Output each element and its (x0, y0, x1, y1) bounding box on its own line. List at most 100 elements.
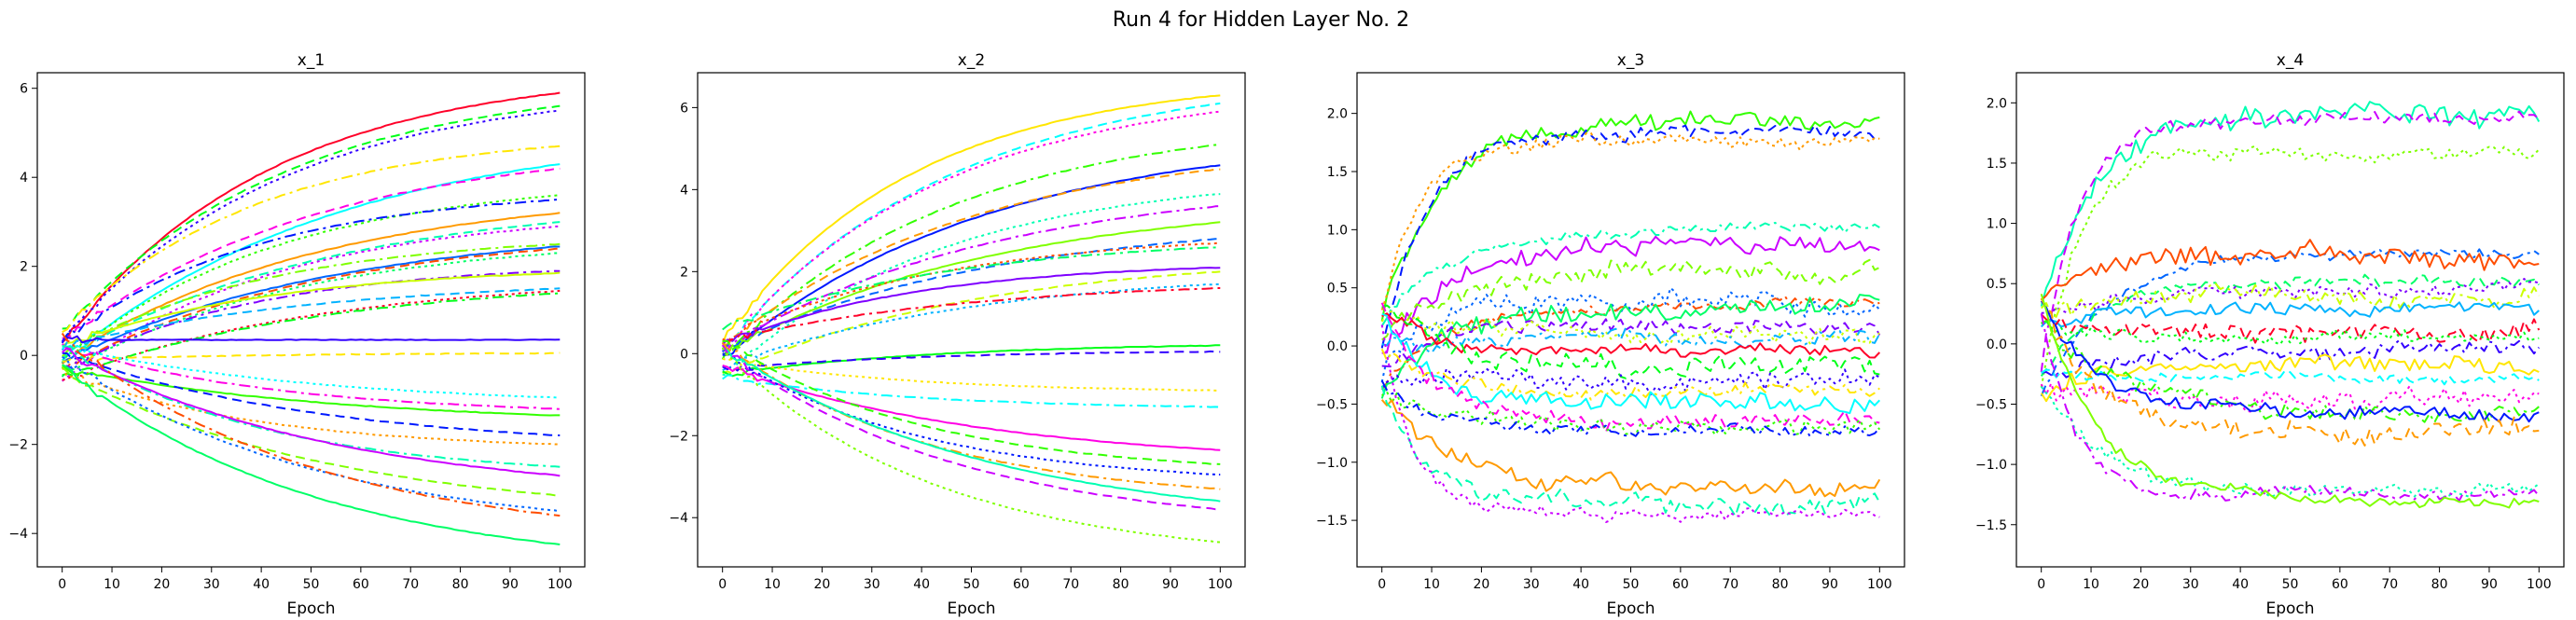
series-line-2 (2040, 110, 2540, 373)
series-line-26 (721, 344, 1221, 511)
series-line-8 (2040, 282, 2541, 318)
series-line-19 (722, 357, 1221, 392)
series-line-2 (1380, 124, 1880, 349)
series-line-12 (2041, 338, 2541, 379)
y-tick-label: 0.0 (1987, 338, 2007, 352)
x-tick-label: 70 (402, 577, 419, 592)
series-line-12 (61, 242, 561, 358)
series-line-24 (61, 343, 561, 410)
y-tick-label: 4 (680, 183, 688, 198)
plot-frame (36, 72, 586, 568)
series-line-10 (61, 221, 561, 364)
panel-3: 0 10 20 30 40 50 60 70 80 90 100 −1.5 −1.0 −0.5 0.0 0.5… (1316, 51, 1905, 618)
x-axis-label: Epoch (286, 599, 335, 618)
series-line-9 (1380, 294, 1880, 399)
x-tick-label: 20 (1473, 577, 1489, 592)
series-line-20 (62, 292, 561, 378)
series-line-8 (722, 205, 1221, 352)
series-line-23 (62, 344, 561, 399)
series-line-29 (62, 347, 561, 477)
series-line-18 (722, 350, 1221, 372)
series-line-23 (722, 352, 1221, 476)
series-line-21 (722, 364, 1221, 451)
y-tick-label: −1.5 (1975, 518, 2007, 533)
series-line-16 (1380, 348, 1881, 401)
panel-title: x_4 (2277, 51, 2304, 70)
series-line-9 (722, 221, 1221, 356)
x-tick-label: 40 (2232, 577, 2249, 592)
y-tick-label: 2.0 (1327, 107, 1348, 122)
x-tick-label: 60 (2332, 577, 2348, 592)
series-group (2040, 101, 2541, 509)
series-line-25 (722, 346, 1221, 503)
series-line-2 (62, 104, 561, 330)
series-line-5 (1381, 235, 1880, 354)
x-tick-label: 100 (547, 577, 573, 592)
series-line-16 (722, 286, 1221, 343)
y-tick-label: 2 (680, 265, 688, 280)
series-line-18 (61, 287, 561, 351)
x-tick-label: 100 (1867, 577, 1892, 592)
x-tick-label: 40 (253, 577, 270, 592)
figure-title: Run 4 for Hidden Layer No. 2 (1113, 8, 1409, 32)
series-line-20 (1380, 379, 1881, 438)
x-axis-label: Epoch (2265, 599, 2314, 618)
series-line-1 (62, 91, 561, 343)
series-line-17 (722, 344, 1221, 378)
panel-1: 0 10 20 30 40 50 60 70 80 90 100 −4 −2 0 2 4 6 x_1 Epoch (8, 51, 586, 618)
x-tick-label: 90 (502, 577, 519, 592)
x-tick-label: 70 (1722, 577, 1738, 592)
series-line-32 (61, 332, 561, 517)
series-line-15 (1380, 367, 1880, 396)
y-tick-label: −4 (8, 527, 28, 542)
series-line-3 (61, 109, 561, 344)
panel-title: x_3 (1617, 51, 1644, 70)
x-axis-label: Epoch (1606, 599, 1655, 618)
series-line-16 (2041, 320, 2540, 423)
series-line-22 (1380, 385, 1881, 517)
y-tick-label: −2 (8, 438, 28, 453)
series-line-18 (1380, 302, 1880, 434)
y-tick-label: 6 (20, 82, 28, 97)
x-tick-label: 30 (864, 577, 880, 592)
series-line-28 (62, 344, 561, 468)
x-tick-label: 20 (2132, 577, 2149, 592)
series-line-22 (62, 351, 561, 364)
series-line-20 (2040, 313, 2541, 502)
x-tick-label: 60 (353, 577, 369, 592)
x-tick-label: 10 (764, 577, 781, 592)
series-line-14 (2041, 368, 2540, 386)
series-line-4 (1380, 221, 1880, 327)
series-line-14 (62, 247, 561, 368)
x-tick-label: 50 (303, 577, 320, 592)
series-line-15 (2040, 382, 2540, 413)
x-tick-label: 80 (2431, 577, 2448, 592)
series-line-18 (2040, 297, 2540, 447)
panel-4: 0 10 20 30 40 50 60 70 80 90 100 −1.5 −1.0 −0.5 0.0 0.5… (1975, 51, 2565, 618)
y-tick-label: 0.5 (1987, 277, 2007, 292)
x-tick-label: 50 (1623, 577, 1640, 592)
series-line-11 (722, 241, 1221, 342)
series-line-5 (2041, 239, 2540, 301)
series-line-5 (722, 164, 1221, 356)
x-tick-label: 10 (1423, 577, 1440, 592)
series-line-21 (62, 335, 561, 344)
x-tick-label: 20 (813, 577, 830, 592)
series-line-12 (1381, 326, 1881, 354)
x-tick-label: 40 (1572, 577, 1589, 592)
y-tick-label: 6 (680, 101, 688, 116)
y-tick-label: −1.0 (1975, 458, 2007, 473)
series-group (721, 94, 1221, 544)
x-tick-label: 70 (1062, 577, 1079, 592)
x-tick-label: 30 (1523, 577, 1540, 592)
y-tick-label: 1.0 (1327, 223, 1348, 238)
series-line-27 (721, 347, 1221, 544)
series-line-13 (1381, 312, 1881, 359)
series-line-13 (2040, 353, 2540, 403)
y-tick-label: 0 (680, 347, 688, 362)
series-line-6 (2040, 273, 2541, 377)
series-line-15 (61, 252, 561, 378)
series-line-25 (62, 365, 561, 417)
series-line-22 (722, 339, 1221, 465)
